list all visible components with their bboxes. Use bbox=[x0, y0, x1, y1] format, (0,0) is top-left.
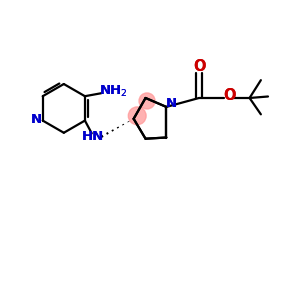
Text: O: O bbox=[224, 88, 236, 103]
Text: NH$_2$: NH$_2$ bbox=[99, 84, 128, 99]
Text: N: N bbox=[31, 113, 42, 127]
Text: O: O bbox=[224, 88, 236, 103]
Text: HN: HN bbox=[82, 130, 104, 143]
Text: N: N bbox=[31, 113, 42, 127]
Text: O: O bbox=[193, 59, 205, 74]
Text: HN: HN bbox=[82, 130, 104, 143]
Circle shape bbox=[128, 107, 146, 125]
Text: NH$_2$: NH$_2$ bbox=[99, 84, 128, 99]
Text: N: N bbox=[166, 97, 177, 110]
Text: O: O bbox=[193, 59, 205, 74]
Circle shape bbox=[139, 93, 155, 109]
Text: N: N bbox=[166, 97, 177, 110]
